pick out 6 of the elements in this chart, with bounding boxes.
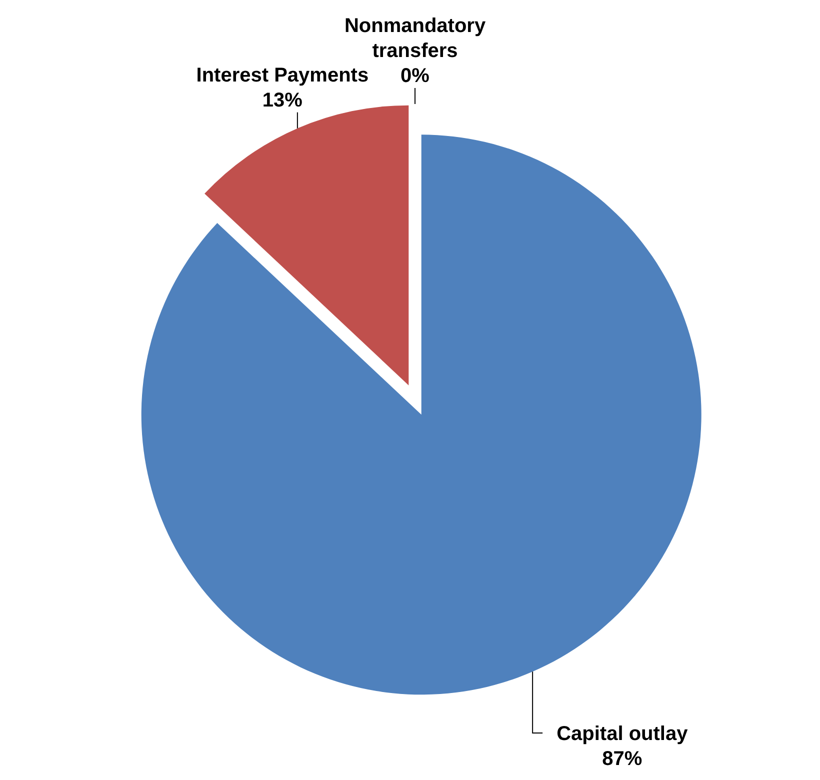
slice-label: Interest Payments <box>196 64 369 86</box>
data-label: 13% <box>262 89 303 112</box>
data-label: 87% <box>602 748 642 770</box>
slice-label: Capital outlay <box>556 723 689 745</box>
category-label: Nonmandatory transfers <box>344 15 486 62</box>
text: 0% <box>400 65 430 87</box>
